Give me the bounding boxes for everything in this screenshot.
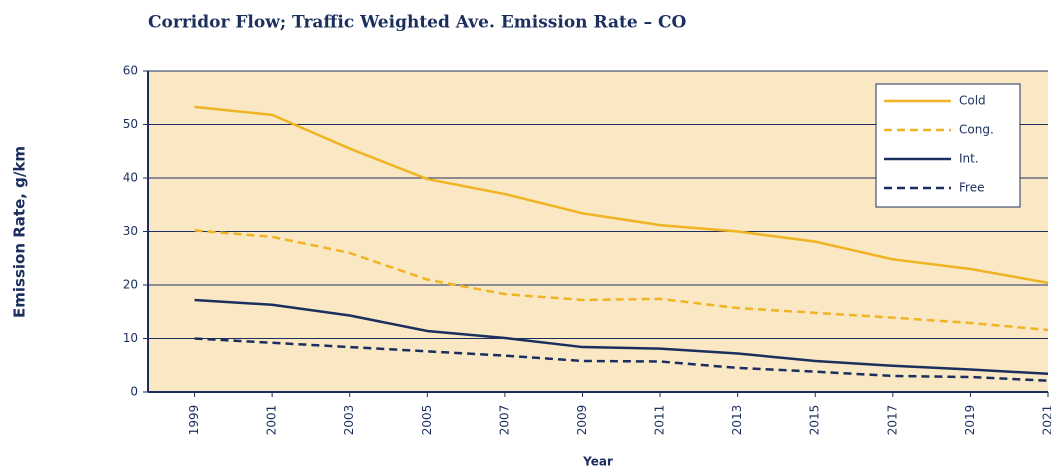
- y-axis-label: Emission Rate, g/km: [11, 146, 29, 318]
- x-tick-label: 2009: [575, 405, 589, 436]
- legend-label: Cong.: [959, 123, 994, 137]
- y-tick-label: 40: [123, 171, 138, 185]
- x-tick-label: 2017: [885, 405, 899, 436]
- y-tick-label: 50: [123, 117, 138, 131]
- series-line: [194, 229, 1049, 332]
- x-tick-label: 2007: [497, 405, 511, 436]
- x-tick-label: 2019: [963, 405, 977, 436]
- x-tick-label: 1999: [187, 405, 201, 436]
- series-line: [194, 298, 1049, 376]
- y-tick-label: 30: [123, 224, 138, 238]
- legend-box: [875, 83, 1021, 208]
- y-tick-label: 20: [123, 278, 138, 292]
- x-tick-label: 2001: [265, 405, 279, 436]
- legend-label: Int.: [959, 152, 979, 166]
- legend-label: Free: [959, 181, 984, 195]
- x-axis-label: Year: [582, 455, 613, 469]
- series-line: [194, 105, 1049, 285]
- chart-title: Corridor Flow; Traffic Weighted Ave. Emi…: [148, 13, 687, 33]
- legend: Cold Cong. Int. Free: [875, 83, 1021, 208]
- x-tick-label: 2013: [730, 405, 744, 436]
- legend-label: Cold: [959, 94, 986, 108]
- y-tick-label: 0: [130, 385, 138, 399]
- y-tick-label: 60: [123, 64, 138, 78]
- x-tick-label: 2021: [1041, 405, 1051, 436]
- x-tick-label: 2005: [420, 405, 434, 436]
- x-tick-label: 2003: [342, 405, 356, 436]
- x-tick-label: 2015: [808, 405, 822, 436]
- y-tick-label: 10: [123, 331, 138, 345]
- x-tick-label: 2011: [653, 405, 667, 436]
